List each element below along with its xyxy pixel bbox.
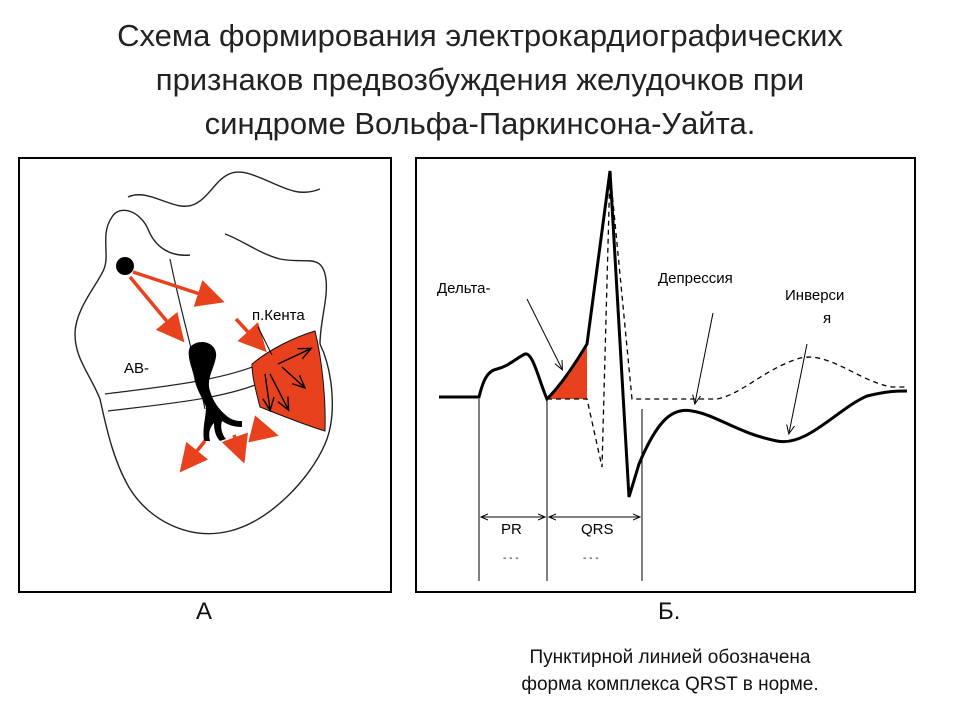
ecg-preexcitation-diagram: PR QRS - - - - - - Дельта- Депрессия Инв… <box>415 157 916 593</box>
delta-pointer <box>526 298 562 369</box>
atrium-outline-top <box>127 171 321 207</box>
note-line-2: форма комплекса QRST в норме. <box>521 674 819 695</box>
dashed-line-note: Пунктирной линией обозначена форма компл… <box>490 644 850 698</box>
label-inversion-2: я <box>823 310 831 327</box>
label-pr-sub: - - - <box>503 553 519 564</box>
panel-a-caption: А <box>196 598 213 625</box>
depression-pointer <box>695 312 714 403</box>
label-kent: п.Кента <box>252 307 305 324</box>
inversion-pointer <box>789 343 808 433</box>
label-av: АВ- <box>124 360 149 377</box>
label-inversion-1: Инверси <box>785 287 844 304</box>
interval-guides <box>478 399 643 581</box>
label-delta: Дельта- <box>437 280 490 297</box>
kent-inner-arrows <box>265 349 310 409</box>
conduction-arrows <box>128 270 279 473</box>
heart-conduction-diagram: АВ- п.Кента <box>18 157 392 593</box>
atrium-outline-left <box>111 209 191 256</box>
label-pr: PR <box>501 521 522 538</box>
sa-node <box>116 257 134 275</box>
title-line-2: признаков предвозбуждения желудочков при <box>155 62 805 97</box>
ecg-diagram-svg: PR QRS - - - - - - Дельта- Депрессия Инв… <box>437 170 908 581</box>
atrium-outline-right <box>224 233 328 345</box>
heart-outline <box>74 216 333 535</box>
label-depression: Депрессия <box>658 270 733 287</box>
panel-b-caption: Б. <box>658 598 681 625</box>
title-line-1: Схема формирования электрокардиографичес… <box>117 18 843 53</box>
label-qrs: QRS <box>581 521 614 538</box>
normal-qrst-dashed <box>547 170 907 468</box>
delta-wave-fill <box>547 344 587 399</box>
note-line-1: Пунктирной линией обозначена <box>529 647 811 668</box>
av-node-bundle <box>188 342 242 441</box>
kent-pointer <box>257 326 273 356</box>
title-line-3: синдроме Вольфа-Паркинсона-Уайта. <box>204 106 756 141</box>
heart-diagram-svg: АВ- п.Кента <box>74 171 333 535</box>
ecg-trace-solid <box>439 170 908 498</box>
label-qrs-sub: - - - <box>583 553 599 564</box>
page-title: Схема формирования электрокардиографичес… <box>40 14 920 146</box>
